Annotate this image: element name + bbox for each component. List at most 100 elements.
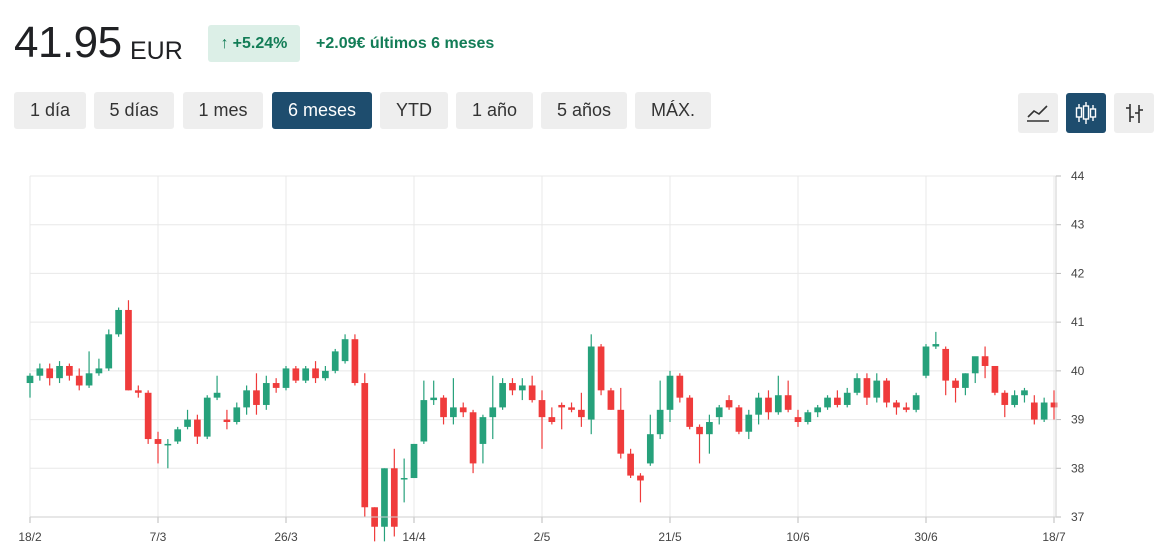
candle-body	[1011, 395, 1018, 405]
candle-body	[282, 368, 290, 388]
candle-body	[715, 407, 723, 418]
candle-body	[568, 407, 575, 410]
candle-body	[991, 365, 999, 393]
change-period-text: +2.09€ últimos 6 meses	[316, 35, 495, 52]
line-chart-button[interactable]	[1018, 93, 1058, 133]
candle-body	[587, 346, 595, 420]
candle-body	[203, 397, 211, 437]
candle-body	[942, 348, 950, 381]
candlestick-chart-icon	[1075, 102, 1097, 124]
candle-body	[597, 346, 605, 391]
candle-body	[971, 356, 979, 374]
candle-body	[1021, 390, 1028, 396]
candle-body	[164, 443, 172, 446]
candle-body	[774, 395, 782, 413]
candle-body	[390, 468, 398, 527]
candle-body	[912, 395, 920, 410]
candle-body	[706, 422, 713, 435]
candle-body	[981, 356, 989, 366]
candle-body	[430, 397, 438, 401]
x-tick-label: 2/5	[534, 530, 551, 544]
candlestick-chart[interactable]: 37 38 39 40 41 42 43 44 18/2 7/3 26/3 14/4 2/5 21/5 10…	[0, 160, 1161, 555]
candle-body	[223, 419, 231, 423]
range-5-years-button[interactable]: 5 años	[541, 92, 627, 129]
candle-body	[420, 400, 428, 442]
candle-body	[578, 409, 585, 418]
ohlc-bars-icon	[1126, 104, 1143, 123]
x-tick-label: 30/6	[914, 530, 938, 544]
candle-body	[469, 412, 477, 464]
current-price: 41.95	[14, 18, 122, 67]
y-tick-label: 38	[1071, 461, 1085, 475]
candle-body	[341, 339, 349, 362]
candlestick-chart-button[interactable]	[1066, 93, 1106, 133]
y-tick-label: 44	[1071, 169, 1085, 183]
candle-body	[548, 417, 556, 423]
candle-body	[194, 419, 201, 437]
range-5-days-button[interactable]: 5 días	[94, 92, 174, 129]
candle-body	[66, 365, 73, 376]
y-tick-label: 39	[1071, 413, 1085, 427]
candle-body	[725, 400, 733, 408]
candle-body	[666, 375, 674, 410]
candle-body	[804, 412, 812, 423]
candle-body	[765, 397, 772, 413]
candle-body	[952, 380, 959, 388]
candle-body	[253, 390, 260, 405]
candle-body	[509, 383, 516, 391]
candle-body	[26, 375, 34, 384]
candle-body	[528, 385, 536, 401]
range-1-day-button[interactable]: 1 día	[14, 92, 86, 129]
candle-body	[134, 390, 142, 393]
x-tick-label: 10/6	[786, 530, 810, 544]
range-6-months-button[interactable]: 6 meses	[272, 92, 372, 129]
y-tick-label: 40	[1071, 364, 1085, 378]
candle-body	[302, 368, 310, 381]
candle-body	[902, 407, 910, 410]
candle-body	[745, 414, 753, 432]
candle-body	[312, 368, 319, 379]
change-percent: +5.24%	[232, 35, 288, 52]
candle-body	[1001, 392, 1009, 405]
ohlc-bars-button[interactable]	[1114, 93, 1154, 133]
candle-body	[174, 429, 182, 442]
candle-body	[932, 344, 940, 347]
candle-body	[56, 365, 63, 379]
range-1-month-button[interactable]: 1 mes	[183, 92, 263, 129]
currency-label: EUR	[130, 37, 183, 65]
range-ytd-button[interactable]: YTD	[380, 92, 448, 129]
candle-body	[617, 409, 625, 454]
candle-body	[400, 478, 408, 480]
candle-body	[381, 468, 388, 527]
candle-body	[863, 378, 871, 398]
candle-body	[489, 407, 497, 418]
y-tick-label: 43	[1071, 218, 1085, 232]
candle-body	[1040, 402, 1048, 420]
candle-body	[538, 400, 546, 418]
candle-body	[459, 407, 467, 413]
x-tick-label: 7/3	[150, 530, 167, 544]
candle-body	[292, 368, 300, 381]
range-max-button[interactable]: MÁX.	[635, 92, 711, 129]
candle-body	[105, 334, 113, 369]
candle-body	[351, 339, 359, 384]
candle-body	[36, 368, 44, 376]
candle-body	[262, 383, 270, 405]
candle-body	[686, 397, 694, 427]
candle-body	[843, 392, 851, 405]
candle-body	[322, 370, 329, 379]
candle-body	[922, 346, 930, 376]
range-1-year-button[interactable]: 1 año	[456, 92, 533, 129]
x-tick-label: 14/4	[402, 530, 426, 544]
candle-body	[627, 453, 634, 476]
candle-body	[85, 373, 93, 386]
candle-body	[361, 383, 369, 508]
candle-body	[499, 383, 506, 408]
candle-body	[518, 385, 526, 391]
candle-body	[440, 397, 447, 418]
candle-body	[893, 402, 900, 408]
candle-body	[331, 351, 339, 371]
x-tick-label: 18/2	[18, 530, 42, 544]
candle-body	[272, 383, 280, 388]
candle-body	[853, 378, 861, 393]
